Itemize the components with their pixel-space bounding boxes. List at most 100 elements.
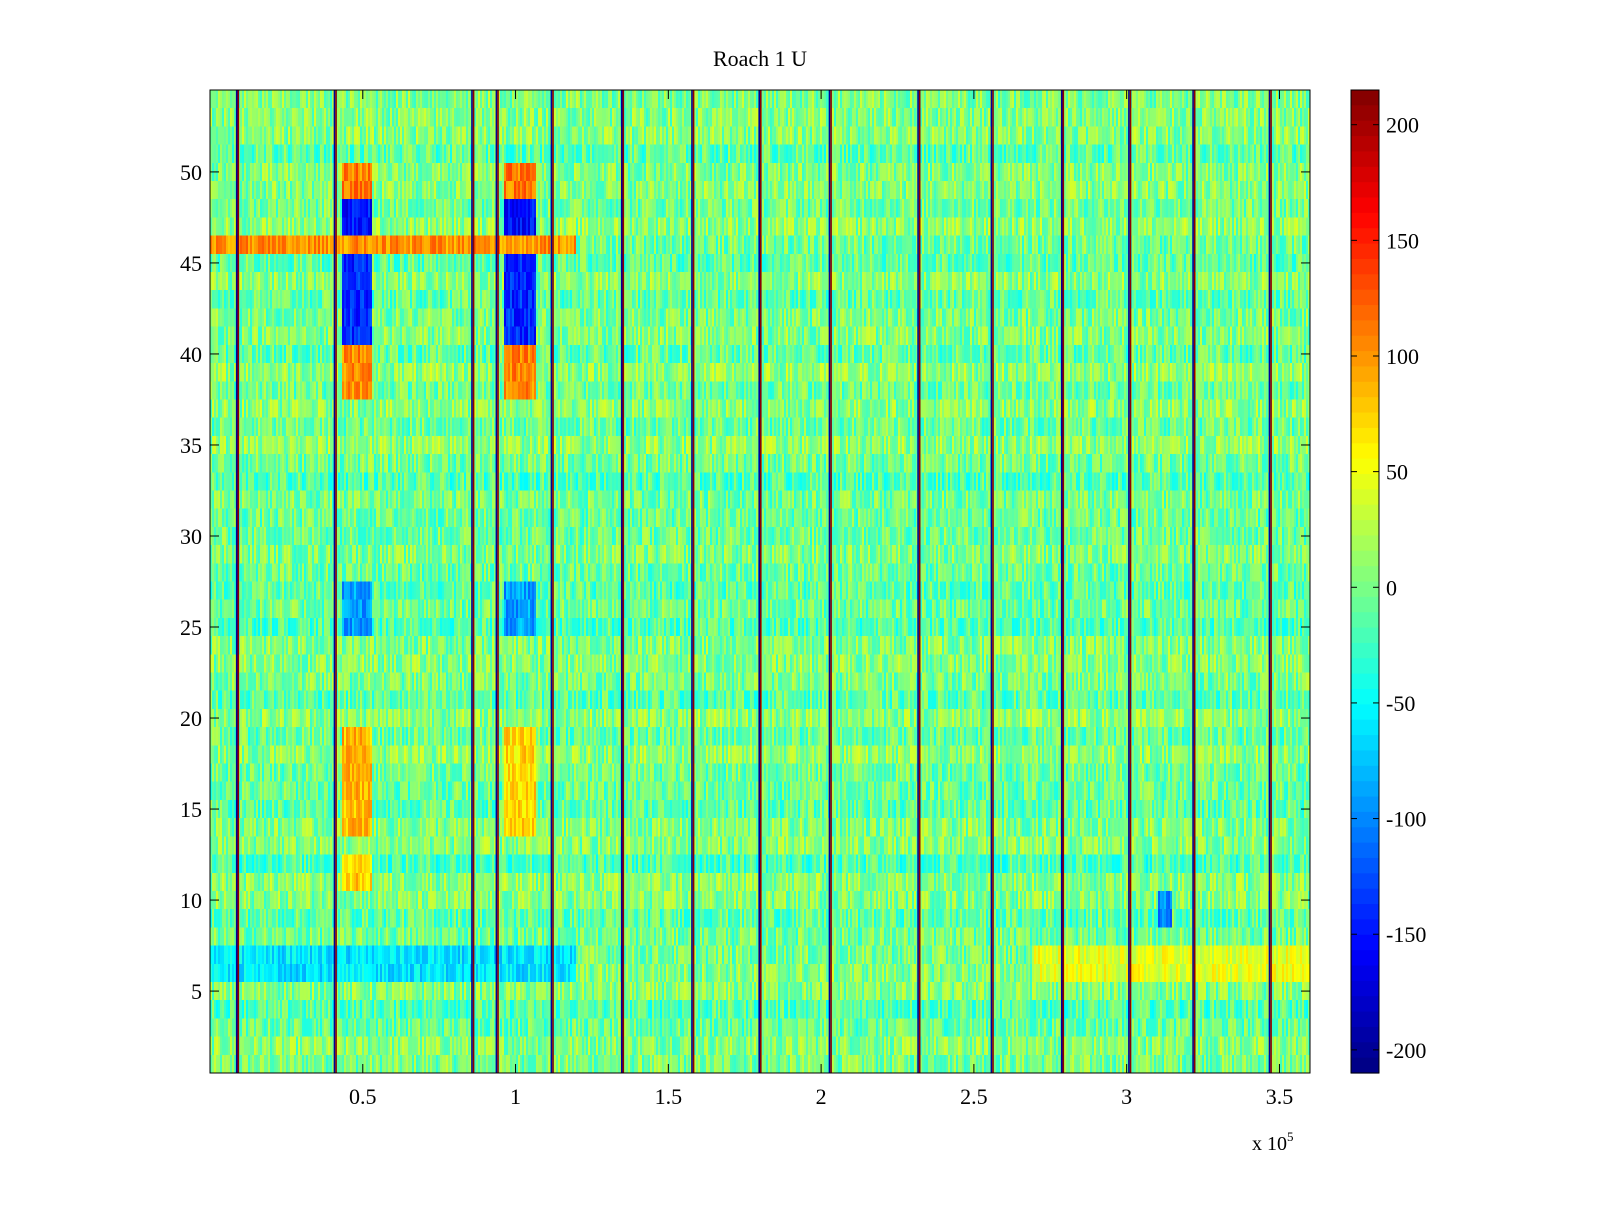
colorbar-swatch xyxy=(1351,581,1379,598)
spike-column xyxy=(691,90,695,1073)
colorbar-swatch xyxy=(1351,735,1379,752)
y-tick-label: 50 xyxy=(180,160,202,185)
y-tick-label: 5 xyxy=(191,979,202,1004)
y-tick-label: 20 xyxy=(180,706,202,731)
plot-area xyxy=(210,90,1310,1073)
colorbar-swatch xyxy=(1351,689,1379,705)
colorbar-swatch xyxy=(1351,704,1379,721)
spike-column xyxy=(758,90,762,1073)
colorbar-swatch xyxy=(1351,489,1379,506)
x-tick-label: 2 xyxy=(816,1084,827,1109)
colorbar-swatch xyxy=(1351,212,1379,229)
colorbar-frame xyxy=(1350,89,1380,1074)
colorbar-swatch xyxy=(1351,842,1379,859)
colorbar-swatch xyxy=(1351,658,1379,675)
colorbar-swatch xyxy=(1351,458,1379,475)
colorbar-tick-label: -150 xyxy=(1386,922,1426,947)
colorbar-swatch xyxy=(1351,305,1379,321)
colorbar-swatch xyxy=(1351,381,1379,398)
colorbar-swatch xyxy=(1351,934,1379,951)
colorbar-swatch xyxy=(1351,320,1379,337)
colorbar-swatch xyxy=(1351,182,1379,199)
colorbar-swatch xyxy=(1351,335,1379,352)
colorbar-swatch xyxy=(1351,781,1379,798)
colorbar-swatch xyxy=(1351,811,1379,828)
colorbar-swatch xyxy=(1351,612,1379,629)
colorbar-swatch xyxy=(1351,351,1379,368)
colorbar-swatch xyxy=(1351,535,1379,552)
colorbar-swatch xyxy=(1351,136,1379,153)
colorbar-swatch xyxy=(1351,473,1379,490)
y-axis: 5 10 15 20 25 30 35 40 45 50 xyxy=(180,160,1310,1004)
y-tick-label: 40 xyxy=(180,342,202,367)
x-tick-label: 3 xyxy=(1121,1084,1132,1109)
colorbar-tick-label: -50 xyxy=(1386,691,1415,716)
chart-title: Roach 1 U xyxy=(713,46,807,71)
spike-column xyxy=(828,90,832,1073)
colorbar-swatch xyxy=(1351,857,1379,874)
colorbar-swatch xyxy=(1351,980,1379,997)
y-tick-label: 30 xyxy=(180,524,202,549)
x-multiplier-exponent: 5 xyxy=(1287,1129,1294,1144)
colorbar-swatch xyxy=(1351,996,1379,1013)
colorbar-swatch xyxy=(1351,166,1379,183)
colorbar-tick-label: -200 xyxy=(1386,1038,1426,1063)
colorbar-swatch xyxy=(1351,151,1379,168)
colorbar-swatch xyxy=(1351,965,1379,982)
x-tick-label: 1 xyxy=(510,1084,521,1109)
plot-frame xyxy=(209,89,1311,1074)
colorbar-swatch xyxy=(1351,289,1379,306)
x-multiplier-base: x 10 xyxy=(1252,1133,1287,1155)
colorbar-swatch xyxy=(1351,197,1379,214)
spike-column xyxy=(495,90,499,1073)
colorbar-swatch xyxy=(1351,258,1379,275)
colorbar-swatch xyxy=(1351,90,1379,106)
y-tick-label: 15 xyxy=(180,797,202,822)
colorbar-swatch xyxy=(1351,950,1379,967)
colorbar-swatch xyxy=(1351,120,1379,137)
colorbar-swatch xyxy=(1351,412,1379,429)
colorbar-swatch xyxy=(1351,796,1379,813)
x-multiplier: x 105 xyxy=(1252,1129,1294,1155)
colorbar-swatch xyxy=(1351,765,1379,782)
spike-column xyxy=(1060,90,1065,1073)
colorbar-swatch xyxy=(1351,504,1379,521)
colorbar-swatch xyxy=(1351,904,1379,921)
spike-column xyxy=(1268,90,1272,1073)
colorbar-swatch xyxy=(1351,1026,1379,1043)
colorbar-swatch xyxy=(1351,520,1379,537)
y-tick-label: 45 xyxy=(180,251,202,276)
colorbar-swatch xyxy=(1351,243,1379,260)
colorbar-swatch xyxy=(1351,366,1379,383)
colorbar-tick-label: 100 xyxy=(1386,344,1419,369)
colorbar-tick-label: 150 xyxy=(1386,228,1419,253)
colorbar-swatch xyxy=(1351,105,1379,122)
colorbar-swatch xyxy=(1351,443,1379,460)
colorbar-swatch xyxy=(1351,1042,1379,1059)
colorbar-swatch xyxy=(1351,873,1379,890)
spike-column xyxy=(1128,90,1132,1073)
colorbar-swatch xyxy=(1351,919,1379,936)
colorbar-tick-label: -100 xyxy=(1386,807,1426,832)
colorbar-swatch xyxy=(1351,566,1379,583)
y-tick-label: 35 xyxy=(180,433,202,458)
colorbar-swatch xyxy=(1351,596,1379,613)
spike-column xyxy=(235,90,240,1073)
spike-column xyxy=(1192,90,1196,1073)
colorbar-swatch xyxy=(1351,274,1379,291)
colorbar-swatch xyxy=(1351,673,1379,690)
spike-column xyxy=(471,90,475,1073)
colorbar-swatch xyxy=(1351,550,1379,567)
colorbar-swatch xyxy=(1351,1011,1379,1028)
x-tick-label: 3.5 xyxy=(1266,1084,1294,1109)
spike-column xyxy=(333,90,337,1073)
colorbar-swatch xyxy=(1351,888,1379,905)
colorbar-swatch xyxy=(1351,1057,1379,1074)
y-tick-label: 25 xyxy=(180,615,202,640)
colorbar-axis: 200 150 100 50 0 -50 -100 -150 -200 xyxy=(1351,113,1426,1063)
colorbar-tick-label: 200 xyxy=(1386,113,1419,138)
y-tick-label: 10 xyxy=(180,888,202,913)
x-tick-label: 1.5 xyxy=(655,1084,683,1109)
spike-column xyxy=(550,90,554,1073)
